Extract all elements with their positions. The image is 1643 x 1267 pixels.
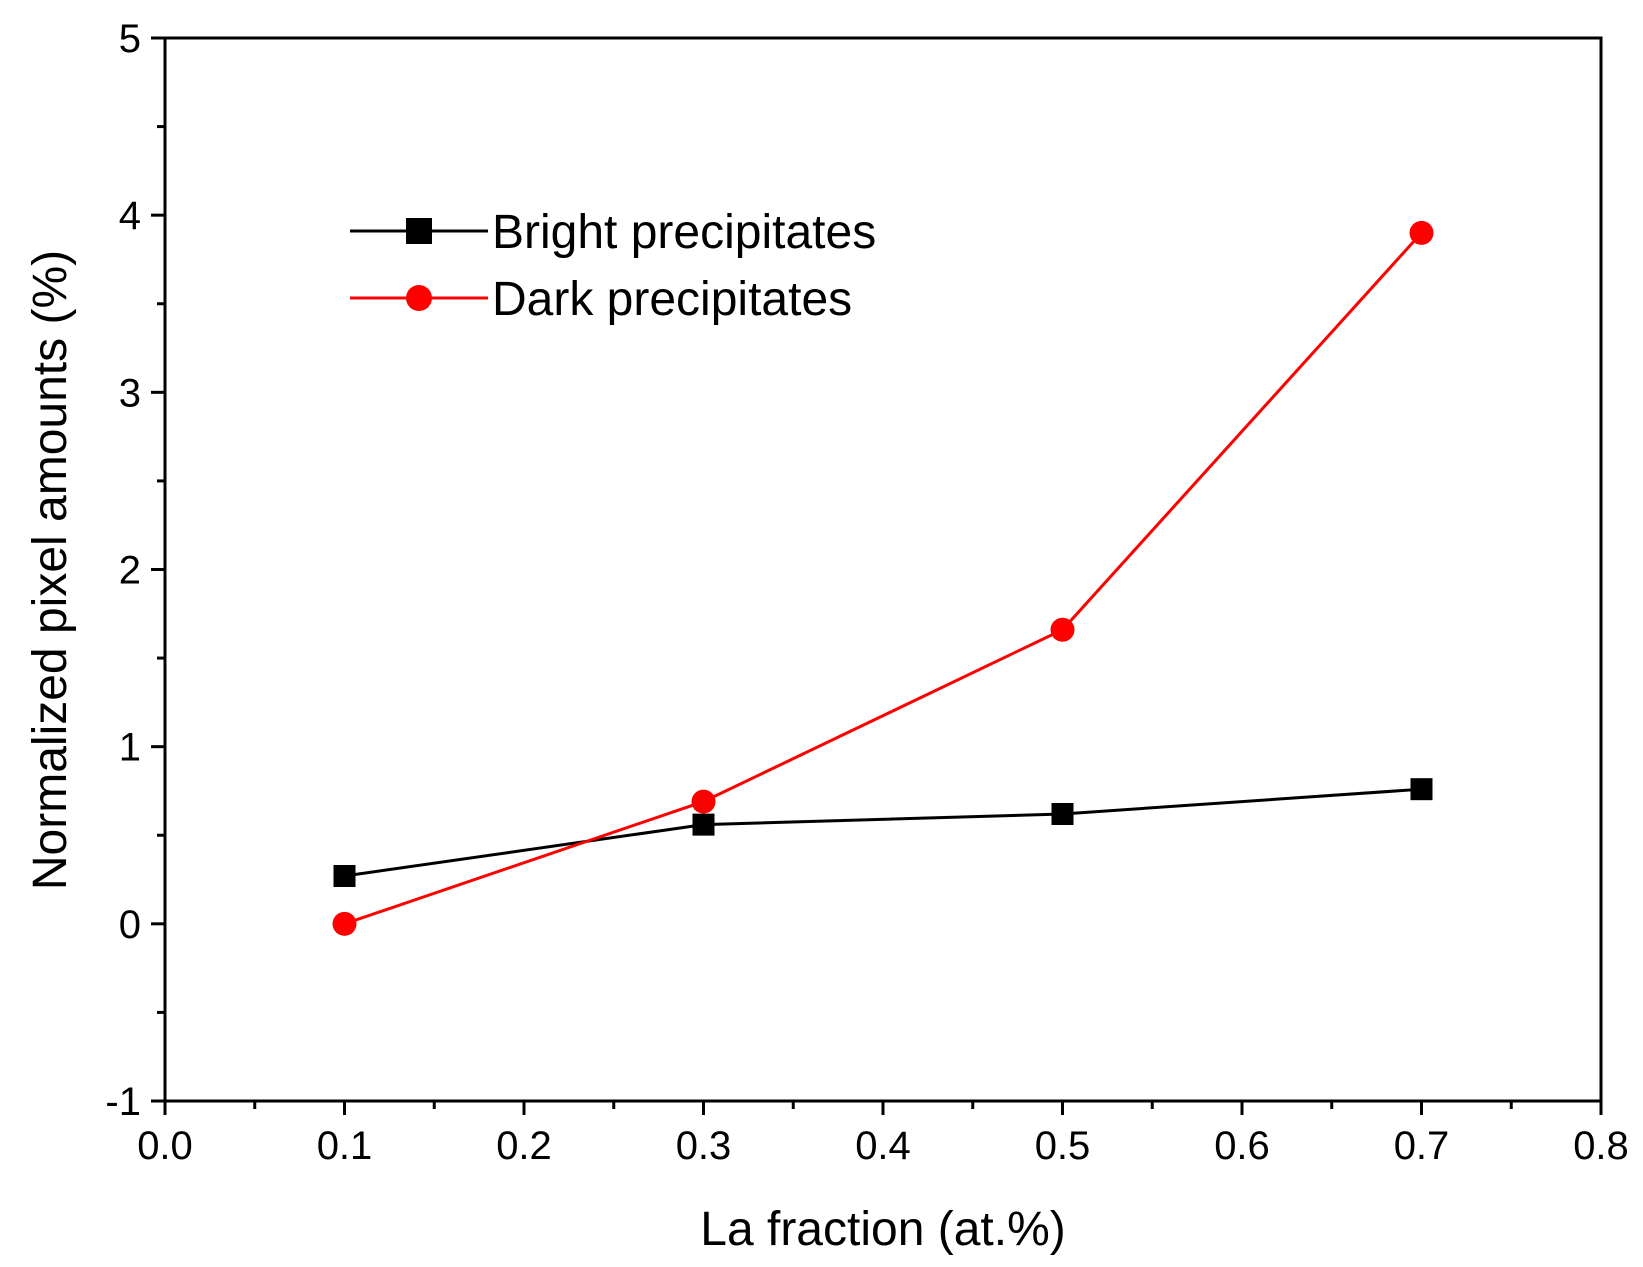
x-tick-label: 0.6 <box>1214 1124 1270 1168</box>
series-layer <box>332 220 1434 936</box>
x-tick-label: 0.5 <box>1035 1124 1091 1168</box>
data-point-bright <box>1410 778 1433 801</box>
data-point-bright <box>333 864 356 887</box>
series-dark <box>332 220 1434 936</box>
y-tick-label: 5 <box>119 17 141 61</box>
legend-marker-dark <box>406 285 432 311</box>
y-tick-label: 4 <box>119 194 141 238</box>
legend-label-bright: Bright precipitates <box>492 206 876 259</box>
data-point-bright <box>692 813 715 836</box>
legend: Bright precipitates Dark precipitates <box>350 206 876 326</box>
y-axis-title: Normalized pixel amounts (%) <box>24 250 77 890</box>
y-tick-label: 1 <box>119 726 141 770</box>
x-tick-label: 0.0 <box>137 1124 193 1168</box>
tick-marks <box>151 36 1603 1115</box>
series-bright <box>333 778 1433 887</box>
x-tick-label: 0.7 <box>1394 1124 1450 1168</box>
plot-frame <box>163 36 1603 1103</box>
x-axis-title: La fraction (at.%) <box>700 1203 1065 1256</box>
legend-marker-bright <box>406 218 432 244</box>
data-point-dark <box>1409 220 1434 245</box>
y-tick-label: 3 <box>119 371 141 415</box>
x-tick-label: 0.2 <box>496 1124 552 1168</box>
x-tick-label: 0.1 <box>317 1124 373 1168</box>
series-line-dark <box>344 231 1423 926</box>
y-tick-label: 2 <box>119 549 141 593</box>
data-point-dark <box>691 789 716 814</box>
x-tick-label: 0.3 <box>676 1124 732 1168</box>
x-tick-labels: 0.0 0.1 0.2 0.3 0.4 0.5 0.6 0.7 0.8 <box>137 1124 1629 1168</box>
y-tick-labels: -1 0 1 2 3 4 5 <box>105 17 141 1124</box>
data-point-dark <box>332 911 357 936</box>
x-tick-label: 0.4 <box>855 1124 911 1168</box>
legend-label-dark: Dark precipitates <box>492 273 852 326</box>
data-point-bright <box>1051 802 1074 825</box>
y-tick-label: 0 <box>119 903 141 947</box>
data-point-dark <box>1050 617 1075 642</box>
series-line-bright <box>344 787 1422 878</box>
y-tick-label: -1 <box>105 1080 141 1124</box>
x-tick-label: 0.8 <box>1573 1124 1629 1168</box>
